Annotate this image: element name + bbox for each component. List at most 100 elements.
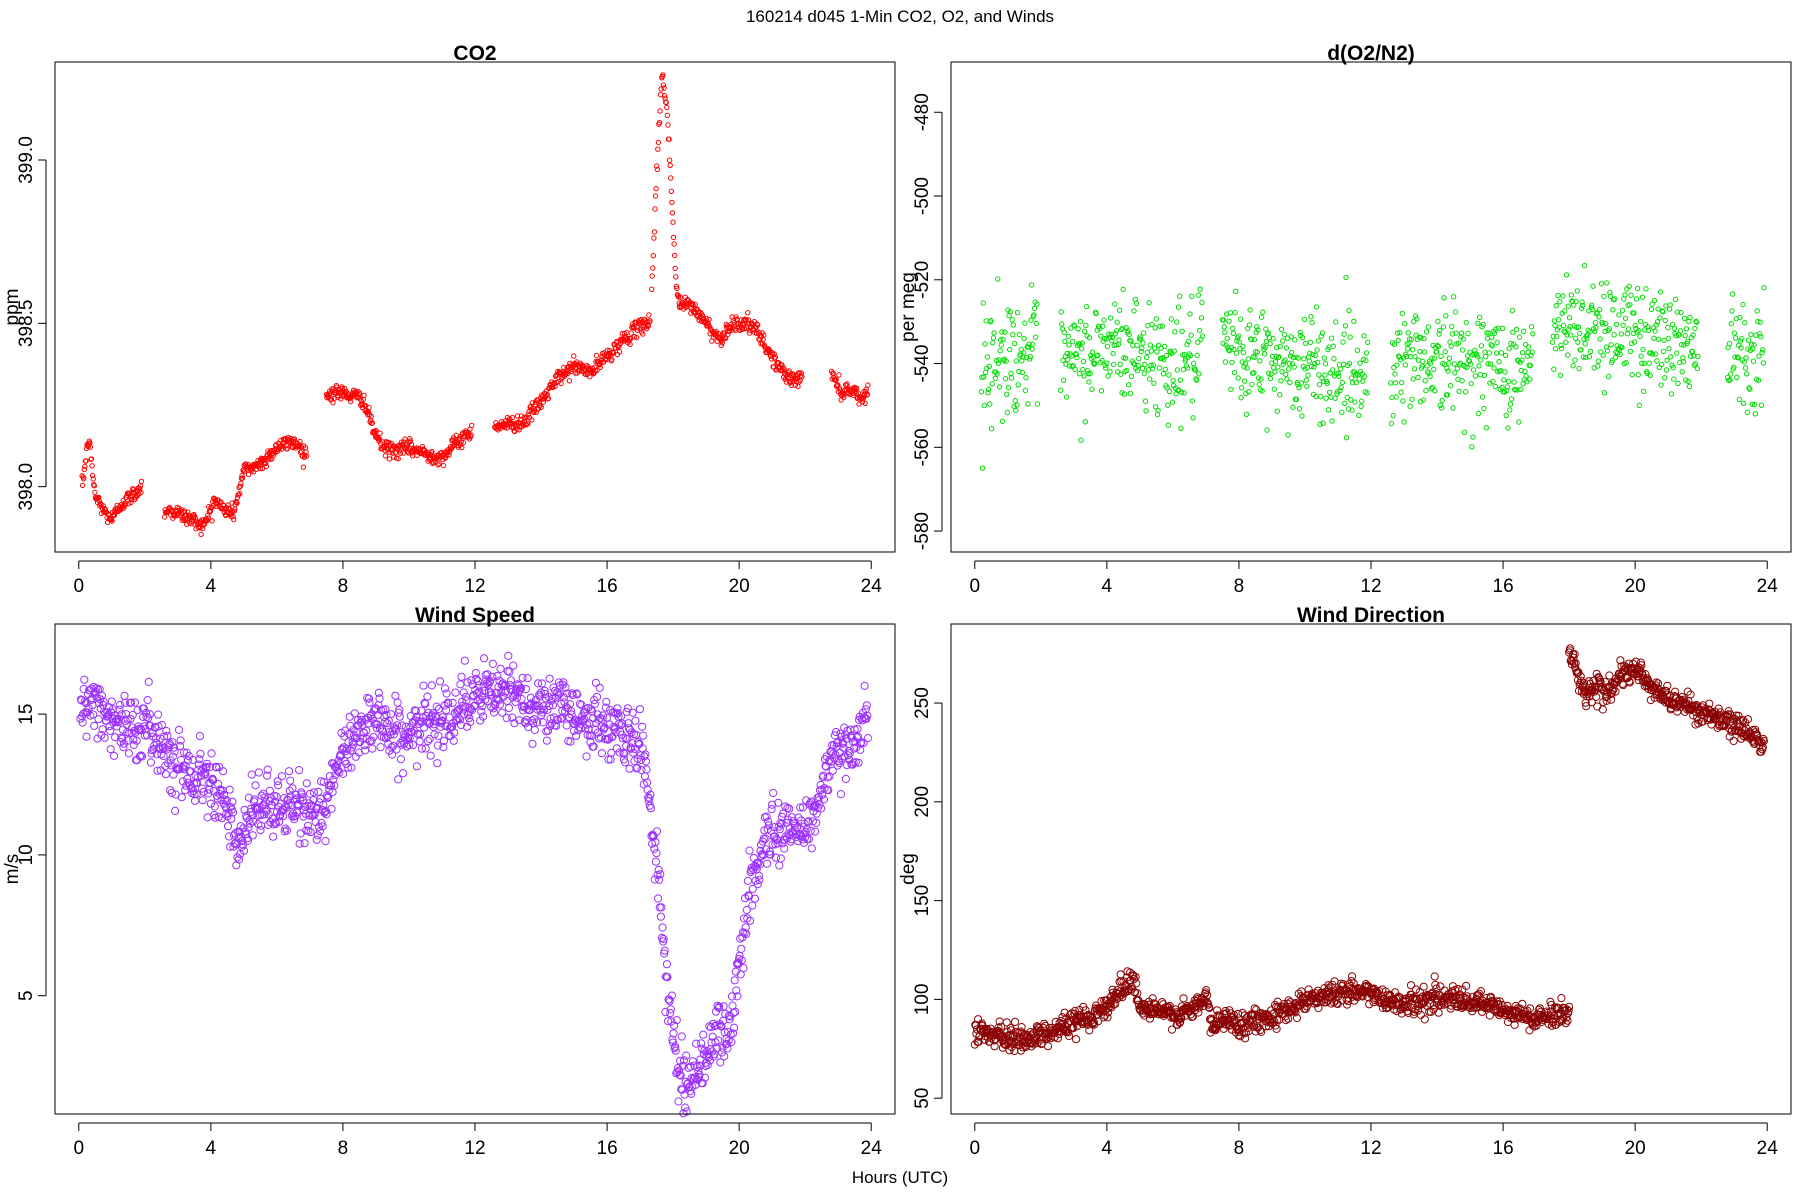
data-point <box>1120 286 1126 293</box>
data-point <box>641 757 651 766</box>
data-point <box>643 785 652 794</box>
data-point <box>1260 309 1266 315</box>
data-point <box>1659 308 1666 314</box>
data-point <box>1239 385 1245 391</box>
data-point <box>1125 382 1132 388</box>
data-point <box>202 762 211 771</box>
data-point <box>1665 324 1671 331</box>
data-point <box>1397 329 1403 336</box>
data-point <box>554 691 563 700</box>
data-point <box>686 1062 695 1071</box>
data-point <box>1560 322 1567 329</box>
data-point <box>1586 354 1593 360</box>
data-point <box>161 514 168 520</box>
data-point <box>1439 397 1445 404</box>
data-point <box>1463 319 1470 326</box>
data-point <box>1342 323 1349 329</box>
data-point <box>1027 356 1033 362</box>
data-point <box>1574 288 1581 294</box>
data-point <box>1511 379 1517 385</box>
data-point <box>664 104 670 111</box>
data-point <box>692 1039 701 1048</box>
data-point <box>488 659 497 669</box>
data-point <box>1023 375 1029 381</box>
data-point <box>1071 323 1078 329</box>
data-point <box>1398 389 1404 395</box>
data-point <box>1000 336 1006 343</box>
data-point <box>672 1016 681 1025</box>
data-point <box>425 734 434 744</box>
data-point <box>1130 360 1137 366</box>
data-point <box>854 385 860 391</box>
panel-title: d(O2/N2) <box>1327 42 1415 65</box>
data-point <box>1612 296 1618 302</box>
data-point <box>1476 314 1483 320</box>
data-point <box>1489 343 1496 349</box>
data-point <box>1149 321 1155 328</box>
data-point <box>616 349 623 355</box>
data-point <box>651 857 661 866</box>
data-point <box>1230 330 1237 336</box>
data-point <box>493 695 502 704</box>
data-point <box>1667 302 1673 308</box>
data-point <box>589 742 598 751</box>
data-point <box>694 1066 703 1076</box>
data-point <box>1483 425 1490 431</box>
data-point <box>649 286 655 292</box>
data-point <box>1236 1018 1245 1027</box>
data-point <box>785 369 791 375</box>
x-tick-label: 20 <box>729 576 750 597</box>
data-point <box>1526 1013 1535 1022</box>
data-point <box>1112 301 1118 307</box>
data-point <box>746 330 753 336</box>
data-point <box>1345 406 1352 412</box>
data-point <box>1029 346 1035 352</box>
data-point <box>1420 358 1426 365</box>
data-point <box>1018 1043 1027 1052</box>
data-point <box>658 86 664 92</box>
data-point <box>1587 348 1594 355</box>
data-point <box>444 699 453 708</box>
data-point <box>193 778 202 788</box>
data-point <box>1677 328 1684 334</box>
data-point <box>516 684 526 693</box>
data-point <box>1136 355 1142 362</box>
data-point <box>1657 289 1664 295</box>
data-point <box>1293 354 1299 361</box>
data-point <box>1246 322 1253 328</box>
data-point <box>236 822 245 831</box>
data-point <box>1337 366 1344 372</box>
data-point <box>760 826 769 835</box>
data-point <box>765 847 775 856</box>
data-point <box>1731 364 1737 370</box>
data-point <box>1331 356 1337 362</box>
data-point <box>1513 344 1519 350</box>
data-point <box>1639 360 1645 366</box>
data-point <box>429 460 436 467</box>
data-point <box>1129 975 1139 984</box>
data-point <box>286 776 295 785</box>
data-point <box>844 381 850 387</box>
data-point <box>1501 377 1507 383</box>
data-point <box>1319 330 1326 336</box>
data-point <box>1118 371 1124 377</box>
data-point <box>1616 312 1622 318</box>
data-point <box>1346 360 1353 367</box>
data-point <box>1237 316 1244 322</box>
data-point <box>1031 312 1037 318</box>
data-point <box>239 475 246 481</box>
data-point <box>234 494 241 501</box>
data-point <box>1505 425 1511 431</box>
data-point <box>302 779 311 788</box>
data-point <box>1306 358 1312 364</box>
data-point <box>116 700 125 710</box>
data-point <box>1261 1010 1270 1020</box>
data-point <box>1408 336 1415 342</box>
data-point <box>150 741 159 750</box>
data-point <box>1251 370 1257 376</box>
data-point <box>391 691 400 700</box>
data-point <box>1317 421 1323 427</box>
data-point <box>1452 309 1459 315</box>
data-point <box>523 674 532 683</box>
data-point <box>1479 394 1486 400</box>
